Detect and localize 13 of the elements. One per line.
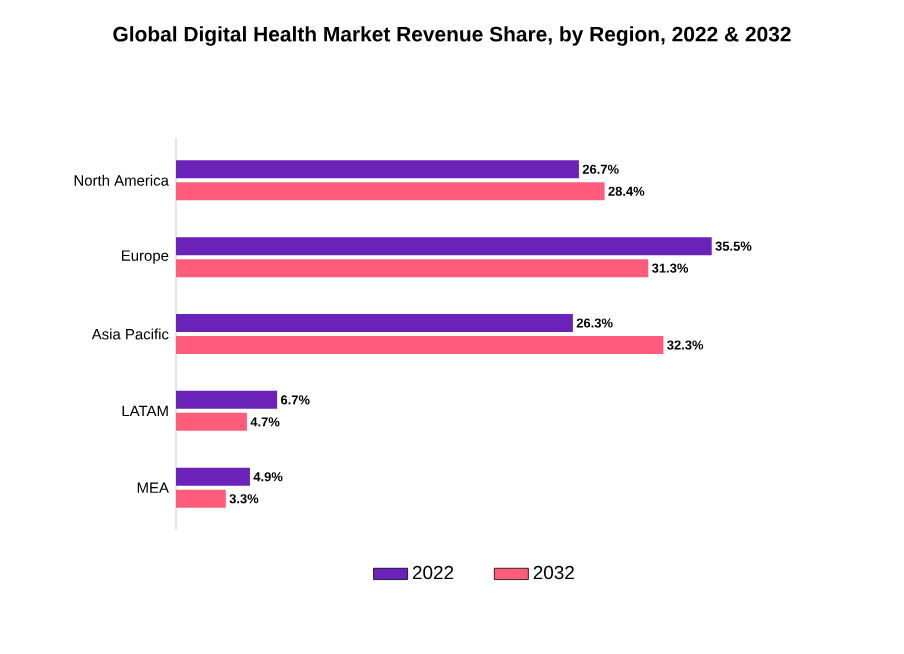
bar bbox=[176, 412, 247, 431]
bar bbox=[176, 390, 278, 409]
bar bbox=[176, 489, 226, 508]
bar bbox=[176, 237, 712, 256]
bar bbox=[176, 314, 573, 333]
bar bbox=[176, 467, 250, 486]
chart-title: Global Digital Health Market Revenue Share, by Region, 2022 & 2032 bbox=[113, 26, 791, 46]
legend-label: 2032 bbox=[533, 565, 574, 580]
bar bbox=[176, 182, 605, 201]
legend-label: 2022 bbox=[412, 565, 454, 580]
bar bbox=[176, 259, 649, 278]
bar bbox=[176, 160, 579, 179]
bar bbox=[176, 336, 664, 355]
